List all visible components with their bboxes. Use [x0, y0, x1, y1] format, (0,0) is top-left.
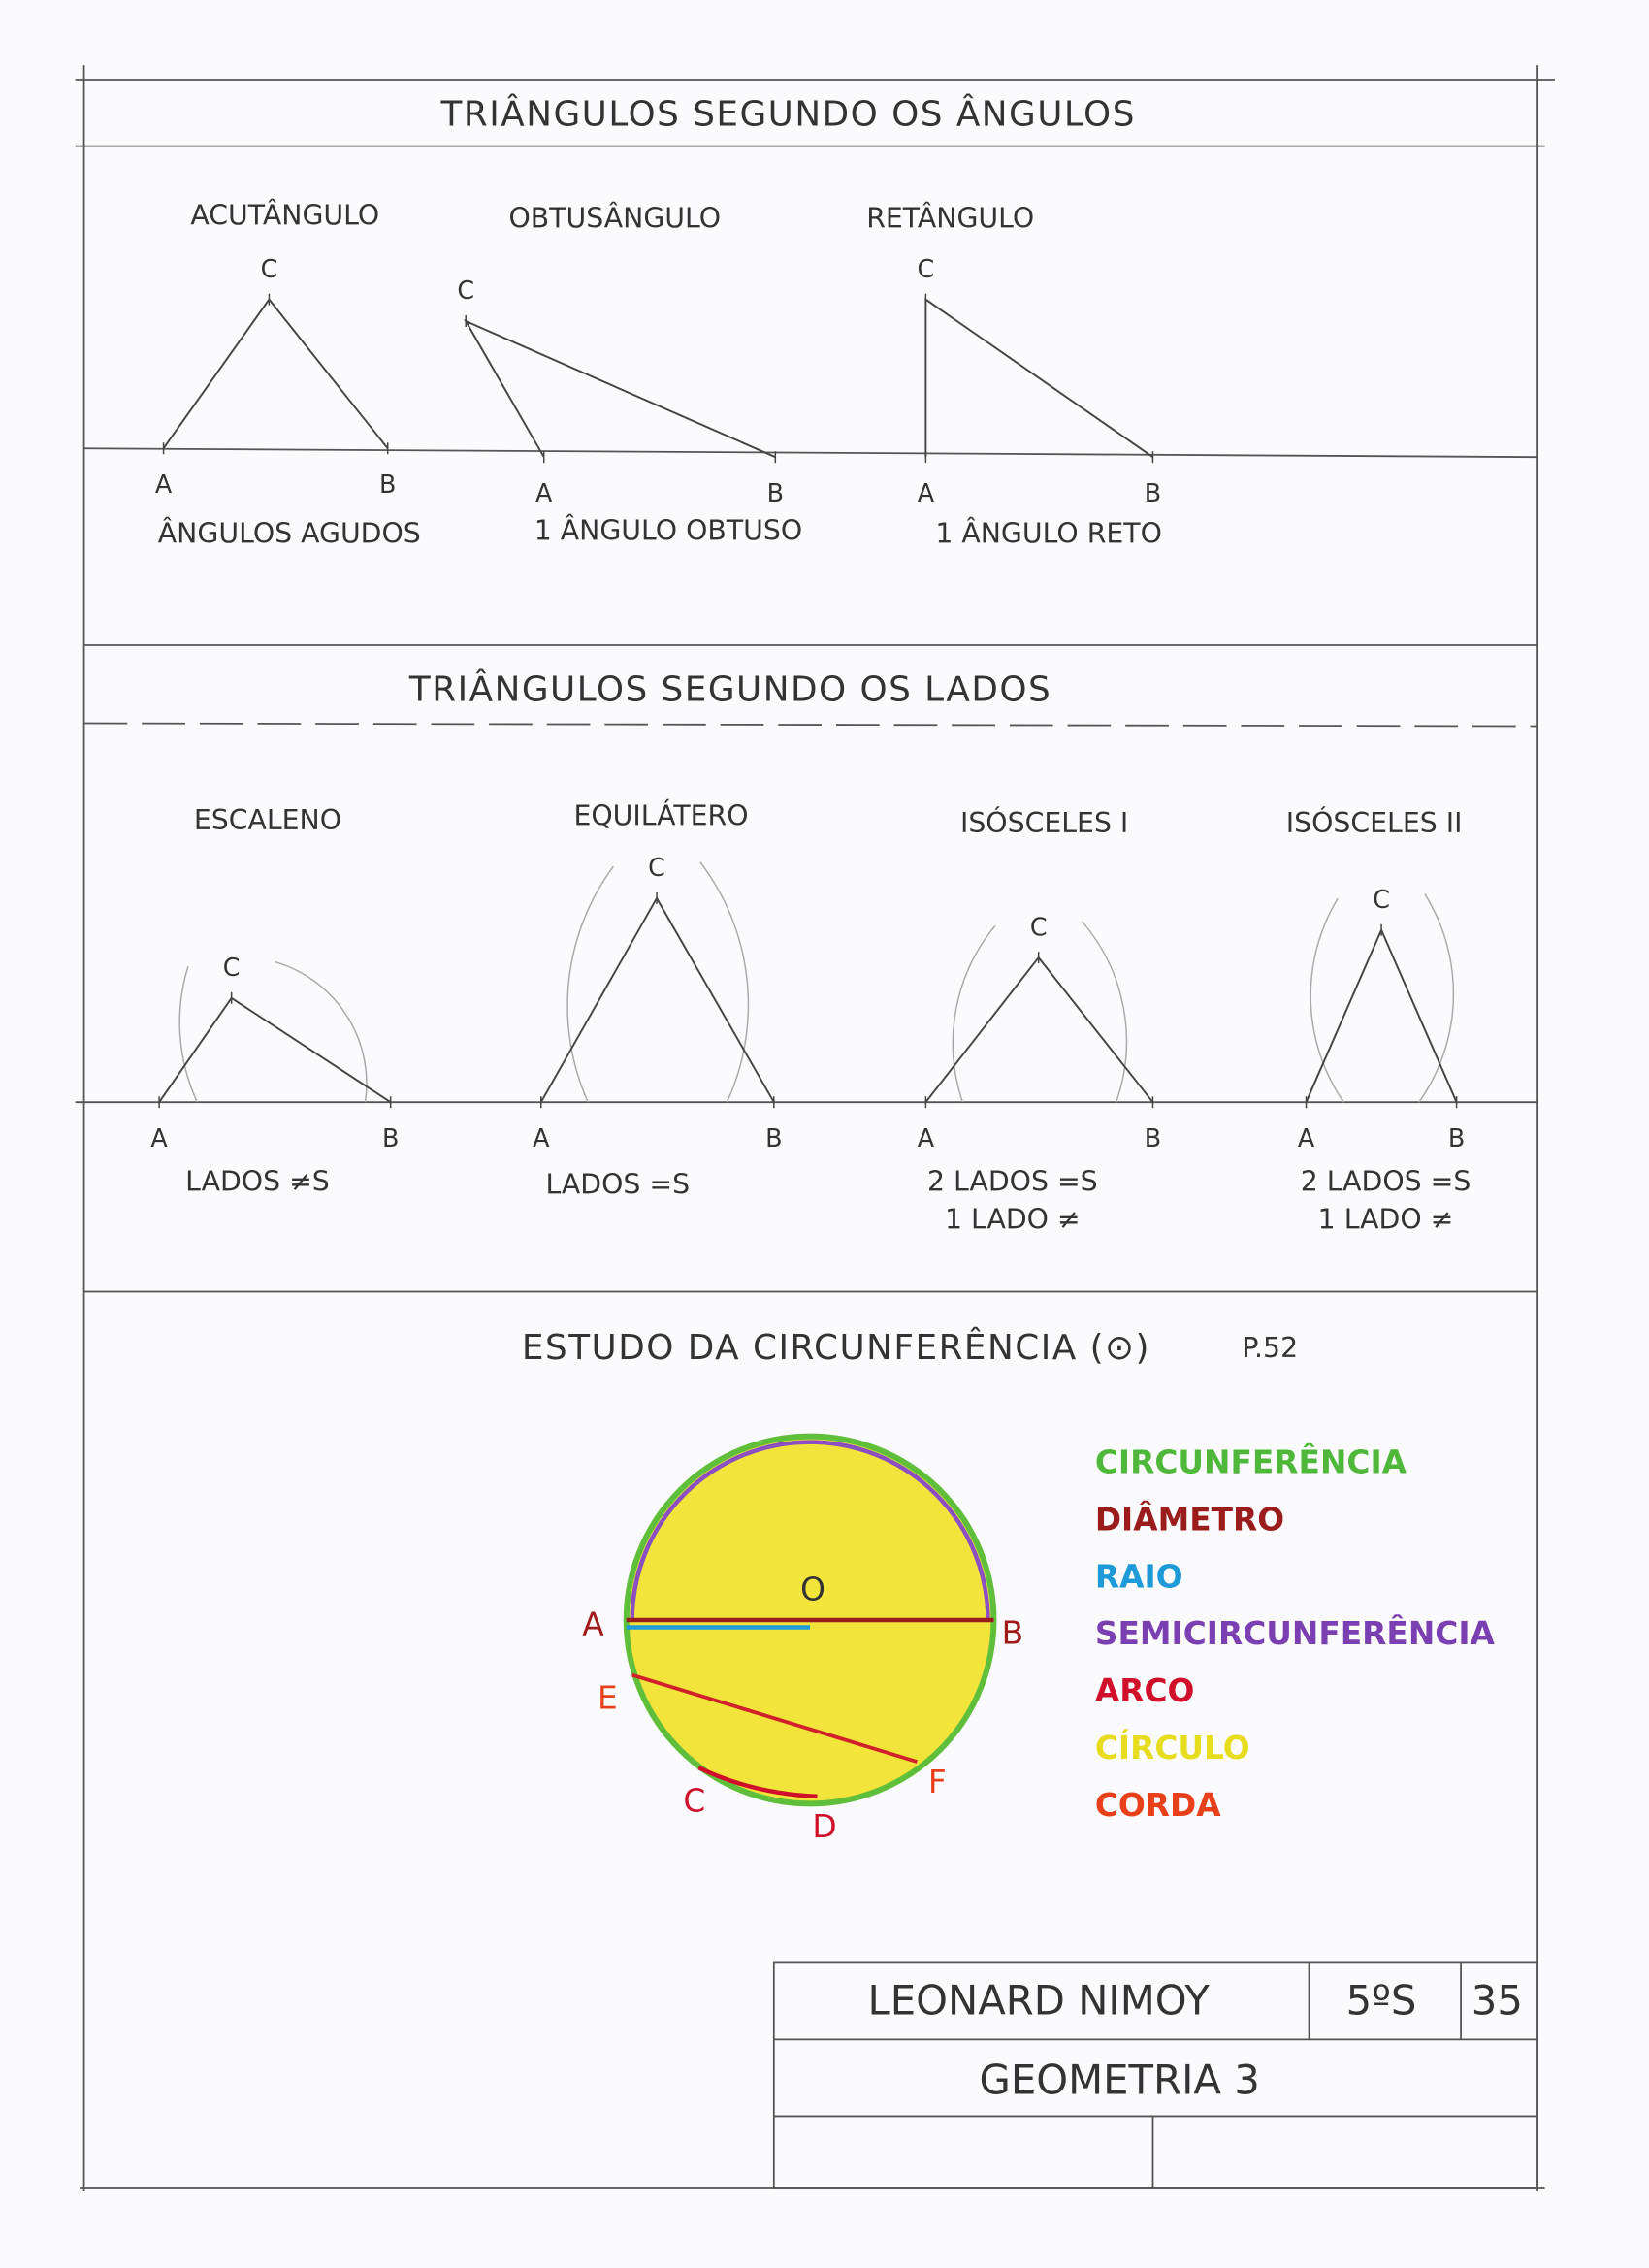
construction-arc: [699, 861, 750, 1103]
triangle-description: ÂNGULOS AGUDOS: [158, 517, 421, 550]
vertex-label: C: [223, 953, 241, 982]
arc: [697, 1766, 818, 1799]
vertex-label: C: [648, 853, 665, 882]
triangle-description: 1 LADO ≠: [1318, 1203, 1454, 1235]
vertex-label: A: [918, 478, 935, 507]
vertex-label: A: [533, 1123, 550, 1152]
number: 35: [1471, 1977, 1523, 2025]
legend-item: CORDA: [1095, 1787, 1221, 1824]
vertex-label: B: [379, 470, 396, 499]
vertex-label: A: [150, 1123, 168, 1152]
construction-arc: [1418, 893, 1455, 1103]
point-label: B: [1002, 1614, 1024, 1651]
page-ref: P.52: [1242, 1332, 1298, 1364]
vertex-label: C: [1030, 912, 1048, 941]
vertex-label: A: [155, 470, 173, 499]
triangle-name: ISÓSCELES II: [1286, 806, 1463, 839]
vertex-label: B: [765, 1123, 782, 1152]
triangle-description: 1 ÂNGULO RETO: [935, 517, 1162, 550]
triangle-description: 1 ÂNGULO OBTUSO: [534, 514, 802, 547]
triangle-name: OBTUSÂNGULO: [508, 202, 721, 235]
vertex-label: C: [457, 275, 474, 305]
vertex-label: C: [1373, 885, 1390, 914]
chord: [631, 1672, 918, 1764]
legend-item: CÍRCULO: [1095, 1728, 1250, 1766]
triangle: [162, 298, 389, 449]
triangle-name: EQUILÁTERO: [573, 798, 748, 831]
section-title: TRIÂNGULOS SEGUNDO OS LADOS: [408, 669, 1051, 710]
triangle-name: ACUTÂNGULO: [190, 199, 379, 232]
legend-item: DIÂMETRO: [1095, 1499, 1284, 1538]
vertex-label: B: [1145, 478, 1161, 507]
semicircle: [630, 1440, 990, 1621]
point-label: C: [683, 1782, 705, 1819]
construction-arc: [1310, 897, 1344, 1103]
class: 5ºS: [1346, 1977, 1417, 2025]
point-label: F: [928, 1764, 947, 1800]
point-label: E: [598, 1680, 618, 1717]
subject: GEOMETRIA 3: [980, 2057, 1260, 2104]
legend-item: CIRCUNFERÊNCIA: [1095, 1442, 1407, 1480]
point-label: D: [812, 1808, 836, 1845]
legend-item: ARCO: [1095, 1672, 1195, 1709]
construction-arc: [952, 924, 996, 1103]
point-label: A: [582, 1605, 604, 1642]
vertex-label: A: [535, 478, 553, 507]
triangle-description: LADOS ≠S: [185, 1166, 330, 1198]
construction-arc: [178, 965, 198, 1103]
vertex-label: B: [767, 478, 784, 507]
vertex-label: A: [1298, 1123, 1315, 1152]
construction-arc: [1081, 921, 1128, 1103]
vertex-label: A: [918, 1123, 935, 1152]
vertex-label: B: [1145, 1123, 1161, 1152]
point-label: O: [800, 1571, 825, 1608]
vertex-label: C: [918, 254, 935, 283]
vertex-label: B: [382, 1123, 399, 1152]
triangle: [463, 318, 776, 459]
triangle-description: 2 LADOS =S: [927, 1166, 1098, 1198]
vertex-label: C: [261, 254, 278, 283]
frame: [75, 65, 1555, 2191]
legend-item: SEMICIRCUNFERÊNCIA: [1095, 1613, 1496, 1652]
triangle: [158, 996, 392, 1104]
triangle: [924, 297, 1154, 458]
construction-arc: [566, 865, 614, 1103]
triangle-name: ESCALENO: [194, 804, 341, 836]
student-name: LEONARD NIMOY: [867, 1977, 1210, 2025]
section-title: ESTUDO DA CIRCUNFERÊNCIA (⊙): [522, 1327, 1150, 1368]
triangle-description: 2 LADOS =S: [1301, 1166, 1471, 1198]
vertex-label: B: [1448, 1123, 1465, 1152]
triangle-description: LADOS =S: [545, 1169, 690, 1201]
triangle-name: ISÓSCELES I: [960, 806, 1128, 839]
legend-item: RAIO: [1095, 1558, 1183, 1595]
construction-arc: [275, 960, 368, 1103]
triangle-description: 1 LADO ≠: [945, 1203, 1081, 1235]
section-title: TRIÂNGULOS SEGUNDO OS ÂNGULOS: [440, 93, 1136, 134]
triangle: [924, 956, 1154, 1103]
triangle-name: RETÂNGULO: [866, 202, 1034, 235]
